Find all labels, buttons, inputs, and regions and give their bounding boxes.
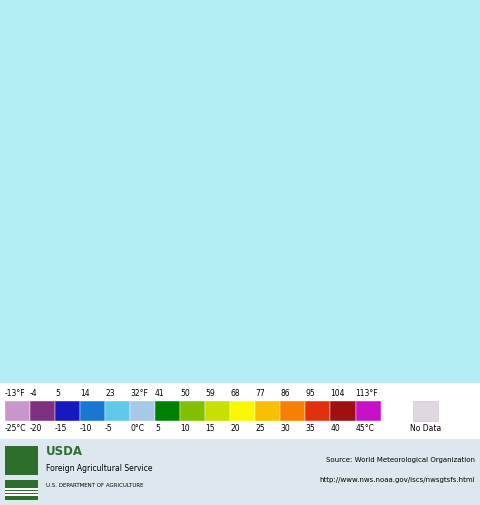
Text: 35: 35 [305, 424, 315, 433]
Bar [205, 401, 230, 421]
Text: 113°F: 113°F [356, 389, 378, 398]
Bar [5, 488, 38, 490]
Bar [30, 401, 55, 421]
Text: 77: 77 [255, 389, 265, 398]
Text: 32°F: 32°F [130, 389, 148, 398]
Text: -5: -5 [105, 424, 113, 433]
Bar [130, 401, 155, 421]
Text: 50: 50 [180, 389, 190, 398]
Text: 59: 59 [205, 389, 215, 398]
Text: Foreign Agricultural Service: Foreign Agricultural Service [46, 464, 152, 473]
Text: No Data: No Data [410, 424, 441, 433]
Text: Source: World Meteorological Organization: Source: World Meteorological Organizatio… [326, 457, 475, 463]
Text: -4: -4 [30, 389, 37, 398]
Bar [5, 494, 38, 496]
Text: 86: 86 [280, 389, 290, 398]
Text: -20: -20 [30, 424, 42, 433]
Bar [255, 401, 280, 421]
Bar [55, 401, 80, 421]
Bar [330, 401, 356, 421]
Text: http://www.nws.noaa.gov/iscs/nwsgtsfs.html: http://www.nws.noaa.gov/iscs/nwsgtsfs.ht… [320, 477, 475, 483]
Bar [155, 401, 180, 421]
Text: 45°C: 45°C [356, 424, 374, 433]
Text: USDA: USDA [46, 445, 83, 459]
Text: 25: 25 [255, 424, 265, 433]
Bar [180, 401, 205, 421]
Bar [5, 446, 38, 475]
Text: 30: 30 [280, 424, 290, 433]
Text: 95: 95 [305, 389, 315, 398]
Text: 5: 5 [55, 389, 60, 398]
Text: 104: 104 [330, 389, 345, 398]
Text: 40: 40 [330, 424, 340, 433]
Bar [230, 401, 255, 421]
Bar [5, 480, 38, 499]
Bar [80, 401, 105, 421]
Text: 0°C: 0°C [130, 424, 144, 433]
Text: 14: 14 [80, 389, 90, 398]
Text: 20: 20 [230, 424, 240, 433]
Text: 41: 41 [155, 389, 165, 398]
Bar [305, 401, 330, 421]
Bar [5, 401, 30, 421]
Bar [105, 401, 130, 421]
Bar [5, 491, 38, 493]
Bar [356, 401, 381, 421]
Text: -10: -10 [80, 424, 92, 433]
Text: U.S. DEPARTMENT OF AGRICULTURE: U.S. DEPARTMENT OF AGRICULTURE [46, 483, 143, 487]
Text: -13°F: -13°F [5, 389, 25, 398]
Text: 10: 10 [180, 424, 190, 433]
Text: 5: 5 [155, 424, 160, 433]
Text: 15: 15 [205, 424, 215, 433]
Text: 23: 23 [105, 389, 115, 398]
Text: 68: 68 [230, 389, 240, 398]
Bar [413, 401, 438, 421]
Text: -15: -15 [55, 424, 67, 433]
Bar [280, 401, 305, 421]
Text: -25°C: -25°C [5, 424, 26, 433]
